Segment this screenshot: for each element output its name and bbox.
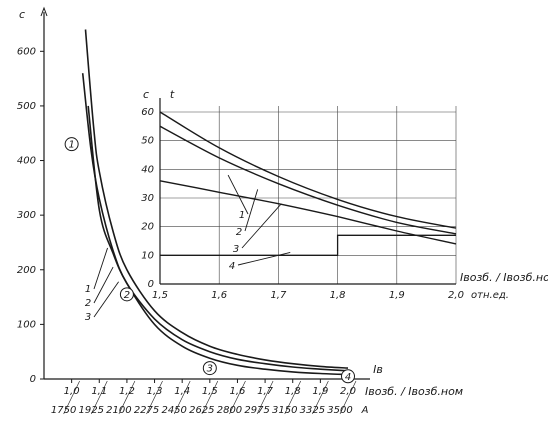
main-x-tick-label-abs: 3325 [300,405,325,416]
main-x-tick-slash [146,380,163,415]
inset-x-unit: отн.ед. [471,290,509,301]
main-marker-label-1: 1 [68,140,74,151]
main-series-2-line [81,73,349,372]
inset-series-3-line [159,180,457,245]
main-x-tick-label-rel: 1,2 [119,386,135,397]
main-x-tick-slash [339,380,357,415]
main-y-tick-label: 0 [30,374,36,385]
main-x-tick-label-rel: 1,5 [202,386,218,397]
main-x-tick-label-rel: 1,1 [91,386,107,397]
inset-y-tick-label: 60 [141,107,154,118]
inset-series-4-line [160,234,456,256]
inset-y-tick-label: 0 [148,279,154,290]
main-x-tick-label-abs: 3500 [327,405,352,416]
main-leader-line [93,247,108,290]
main-x-tick-label-abs: 1925 [79,405,104,416]
main-x-marker-label: Iв [373,363,383,376]
main-x-tick-label-abs: 3150 [272,405,297,416]
main-leader-label-2: 2 [85,298,91,309]
inset-x-tick-label: 1,9 [389,290,405,301]
inset-x-tick-label: 1,7 [270,290,287,301]
main-y-tick-label: 200 [17,265,36,276]
inset-x-tick-label: 2,0 [448,290,464,301]
main-x-tick-label-rel: 1,4 [174,386,190,397]
main-x-tick-label-abs: 2975 [244,405,269,416]
inset-x-tick-label: 1,6 [211,290,227,301]
inset-series-1-line [159,111,457,229]
main-series-1-line [84,29,349,369]
main-x-tick-label-abs: 2450 [161,405,186,416]
main-leader-label-3: 3 [85,312,91,323]
main-x-tick-label-rel: 1,8 [285,386,301,397]
main-x-tick-slash [229,380,246,415]
main-x-tick-label-abs: 2100 [106,405,131,416]
main-marker-circle [341,369,355,384]
inset-x-tick-label: 1,8 [330,290,346,301]
main-y-axis-label: c [19,8,25,21]
inset-y-tick-label: 40 [141,164,154,175]
inset-series-2-line [159,125,457,235]
main-x-tick-label-rel: 2,0 [340,386,356,397]
inset-leader-label-2: 2 [236,227,242,238]
main-x-tick-label-abs: 2625 [189,405,214,416]
inset-leader-line [227,174,249,215]
inset-y-tick-label: 20 [141,222,154,233]
main-leader-line [93,266,114,304]
main-x-tick-slash [91,380,108,415]
inset-background [160,102,456,284]
main-marker-label-3: 3 [207,364,213,375]
inset-y-tick-label: 50 [141,136,154,147]
inset-leader-line [241,203,282,249]
main-y-tick-label: 500 [17,101,36,112]
inset-leader-label-4: 4 [229,261,235,272]
main-leader-line [93,281,119,318]
inset-chart: 1,5 1,6 1,7 1,8 1,9 2,0 0 10 20 30 40 50 60 c t Iвозб. … [141,88,548,301]
main-y-arrow [40,6,48,17]
main-x-tick-label-rel: 1,9 [312,386,328,397]
main-x-tick-slash [173,380,191,415]
main-x-tick-label-rel: 1,7 [257,386,274,397]
main-marker-circle [202,361,217,376]
inset-y-tick-label: 10 [141,250,154,261]
main-x-unit: A [361,405,369,416]
main-x-tick-slash [284,380,301,415]
main-marker-label-4: 4 [345,372,351,383]
inset-y-axis-label-right: t [170,88,175,101]
main-x-tick-slash [63,380,80,415]
main-marker-circle [64,137,79,152]
main-y-tick-label: 300 [17,210,36,221]
main-x-tick-slash [312,380,329,415]
main-x-tick-label-rel: 1,6 [230,386,246,397]
main-y-tick-label: 600 [17,46,36,57]
main-y-tick-label: 400 [17,156,36,167]
main-series-3-line [87,105,349,376]
main-x-tick-slash [256,380,274,415]
main-marker-circle [119,287,134,302]
main-x-axis-label: Iвозб. / Iвозб.ном [365,385,463,398]
main-x-tick-slash [201,380,219,415]
inset-leader-line [244,189,259,232]
main-x-tick-slash [118,380,136,415]
main-x-tick-label-rel: 1,3 [147,386,163,397]
main-y-tick-label: 100 [17,319,36,330]
main-x-tick-label-abs: 2275 [134,405,159,416]
inset-y-tick-label: 30 [141,193,154,204]
main-x-tick-label-rel: 1,0 [64,386,80,397]
inset-leader-label-3: 3 [233,244,239,255]
main-x-tick-label-abs: 1750 [51,405,76,416]
inset-y-axis-label-left: c [143,88,149,101]
main-marker-label-2: 2 [124,290,130,301]
inset-leader-label-1: 1 [239,210,245,221]
main-x-tick-label-abs: 2800 [217,405,242,416]
inset-x-tick-label: 1,5 [152,290,168,301]
inset-leader-line [237,252,291,266]
inset-x-axis-label: Iвозб. / Iвозб.ном [460,271,548,284]
main-leader-label-1: 1 [85,284,91,295]
